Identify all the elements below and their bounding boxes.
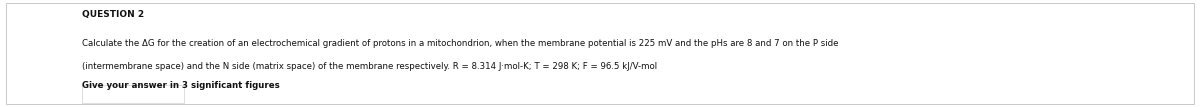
Text: Give your answer in 3 significant figures: Give your answer in 3 significant figure… <box>82 81 280 90</box>
FancyBboxPatch shape <box>82 85 184 103</box>
Text: Calculate the ΔG for the creation of an electrochemical gradient of protons in a: Calculate the ΔG for the creation of an … <box>82 39 838 48</box>
FancyBboxPatch shape <box>6 3 1194 104</box>
Text: (intermembrane space) and the N side (matrix space) of the membrane respectively: (intermembrane space) and the N side (ma… <box>82 62 656 71</box>
Text: QUESTION 2: QUESTION 2 <box>82 10 144 19</box>
